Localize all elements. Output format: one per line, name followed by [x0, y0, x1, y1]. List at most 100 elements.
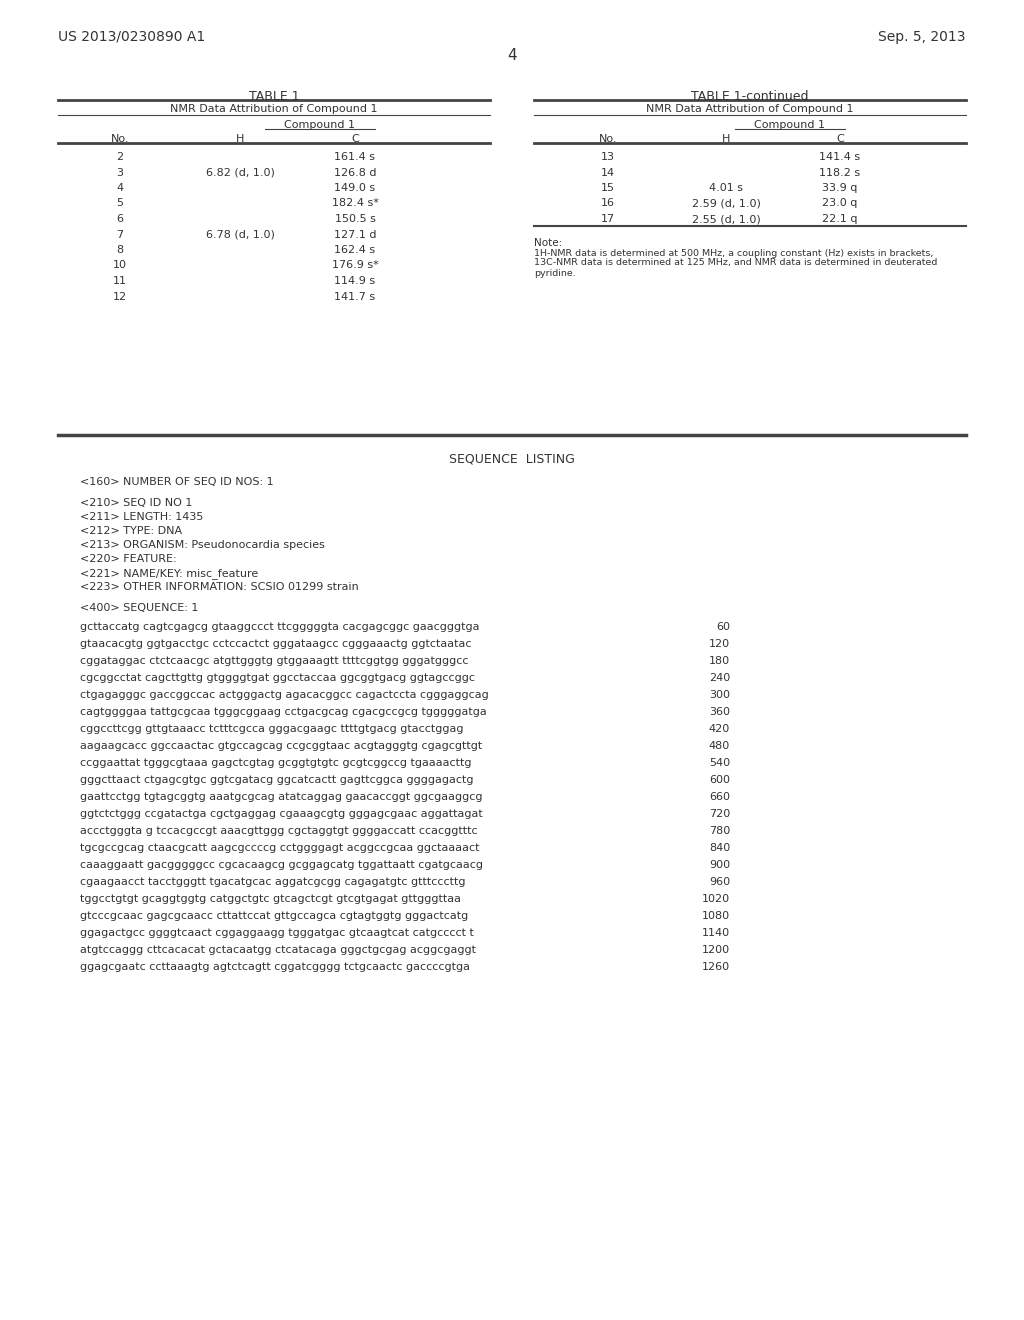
Text: 1260: 1260 — [701, 962, 730, 972]
Text: 182.4 s*: 182.4 s* — [332, 198, 379, 209]
Text: 900: 900 — [709, 861, 730, 870]
Text: 6.78 (d, 1.0): 6.78 (d, 1.0) — [206, 230, 274, 239]
Text: 2.59 (d, 1.0): 2.59 (d, 1.0) — [691, 198, 761, 209]
Text: 1140: 1140 — [701, 928, 730, 939]
Text: 14: 14 — [601, 168, 615, 177]
Text: cggataggac ctctcaacgc atgttgggtg gtggaaagtt ttttcggtgg gggatgggcc: cggataggac ctctcaacgc atgttgggtg gtggaaa… — [80, 656, 469, 667]
Text: tggcctgtgt gcaggtggtg catggctgtc gtcagctcgt gtcgtgagat gttgggttaa: tggcctgtgt gcaggtggtg catggctgtc gtcagct… — [80, 894, 461, 904]
Text: 8: 8 — [117, 246, 124, 255]
Text: 3: 3 — [117, 168, 124, 177]
Text: H: H — [236, 135, 244, 144]
Text: 23.0 q: 23.0 q — [822, 198, 858, 209]
Text: ggtctctggg ccgatactga cgctgaggag cgaaagcgtg gggagcgaac aggattagat: ggtctctggg ccgatactga cgctgaggag cgaaagc… — [80, 809, 482, 818]
Text: No.: No. — [599, 135, 617, 144]
Text: 149.0 s: 149.0 s — [335, 183, 376, 193]
Text: <220> FEATURE:: <220> FEATURE: — [80, 554, 176, 564]
Text: Sep. 5, 2013: Sep. 5, 2013 — [879, 30, 966, 44]
Text: 720: 720 — [709, 809, 730, 818]
Text: 150.5 s: 150.5 s — [335, 214, 376, 224]
Text: 180: 180 — [709, 656, 730, 667]
Text: 60: 60 — [716, 622, 730, 632]
Text: TABLE 1-continued: TABLE 1-continued — [691, 90, 809, 103]
Text: 780: 780 — [709, 826, 730, 836]
Text: <400> SEQUENCE: 1: <400> SEQUENCE: 1 — [80, 603, 199, 612]
Text: ggagcgaatc ccttaaagtg agtctcagtt cggatcgggg tctgcaactc gaccccgtga: ggagcgaatc ccttaaagtg agtctcagtt cggatcg… — [80, 962, 470, 972]
Text: C: C — [351, 135, 358, 144]
Text: 1H-NMR data is determined at 500 MHz, a coupling constant (Hz) exists in bracket: 1H-NMR data is determined at 500 MHz, a … — [534, 248, 933, 257]
Text: gggcttaact ctgagcgtgc ggtcgatacg ggcatcactt gagttcggca ggggagactg: gggcttaact ctgagcgtgc ggtcgatacg ggcatca… — [80, 775, 473, 785]
Text: pyridine.: pyridine. — [534, 268, 575, 277]
Text: 33.9 q: 33.9 q — [822, 183, 858, 193]
Text: 22.1 q: 22.1 q — [822, 214, 858, 224]
Text: 300: 300 — [709, 690, 730, 700]
Text: 600: 600 — [709, 775, 730, 785]
Text: 13C-NMR data is determined at 125 MHz, and NMR data is determined in deuterated: 13C-NMR data is determined at 125 MHz, a… — [534, 259, 937, 268]
Text: 5: 5 — [117, 198, 124, 209]
Text: 118.2 s: 118.2 s — [819, 168, 860, 177]
Text: 114.9 s: 114.9 s — [335, 276, 376, 286]
Text: ggagactgcc ggggtcaact cggaggaagg tgggatgac gtcaagtcat catgcccct t: ggagactgcc ggggtcaact cggaggaagg tgggatg… — [80, 928, 474, 939]
Text: 141.4 s: 141.4 s — [819, 152, 860, 162]
Text: 12: 12 — [113, 292, 127, 301]
Text: aagaagcacc ggccaactac gtgccagcag ccgcggtaac acgtagggtg cgagcgttgt: aagaagcacc ggccaactac gtgccagcag ccgcggt… — [80, 741, 482, 751]
Text: 1020: 1020 — [701, 894, 730, 904]
Text: <210> SEQ ID NO 1: <210> SEQ ID NO 1 — [80, 498, 193, 508]
Text: 540: 540 — [709, 758, 730, 768]
Text: 660: 660 — [709, 792, 730, 803]
Text: cgaagaacct tacctgggtt tgacatgcac aggatcgcgg cagagatgtc gtttcccttg: cgaagaacct tacctgggtt tgacatgcac aggatcg… — [80, 876, 466, 887]
Text: gaattcctgg tgtagcggtg aaatgcgcag atatcaggag gaacaccggt ggcgaaggcg: gaattcctgg tgtagcggtg aaatgcgcag atatcag… — [80, 792, 482, 803]
Text: accctgggta g tccacgccgt aaacgttggg cgctaggtgt ggggaccatt ccacggtttc: accctgggta g tccacgccgt aaacgttggg cgcta… — [80, 826, 477, 836]
Text: 120: 120 — [709, 639, 730, 649]
Text: gcttaccatg cagtcgagcg gtaaggccct ttcgggggta cacgagcggc gaacgggtga: gcttaccatg cagtcgagcg gtaaggccct ttcgggg… — [80, 622, 479, 632]
Text: 420: 420 — [709, 723, 730, 734]
Text: ccggaattat tgggcgtaaa gagctcgtag gcggtgtgtc gcgtcggccg tgaaaacttg: ccggaattat tgggcgtaaa gagctcgtag gcggtgt… — [80, 758, 471, 768]
Text: 840: 840 — [709, 843, 730, 853]
Text: 16: 16 — [601, 198, 615, 209]
Text: 127.1 d: 127.1 d — [334, 230, 376, 239]
Text: <160> NUMBER OF SEQ ID NOS: 1: <160> NUMBER OF SEQ ID NOS: 1 — [80, 477, 273, 487]
Text: 4.01 s: 4.01 s — [709, 183, 743, 193]
Text: 4: 4 — [117, 183, 124, 193]
Text: <211> LENGTH: 1435: <211> LENGTH: 1435 — [80, 512, 204, 521]
Text: ctgagagggc gaccggccac actgggactg agacacggcc cagactccta cgggaggcag: ctgagagggc gaccggccac actgggactg agacacg… — [80, 690, 488, 700]
Text: 6: 6 — [117, 214, 124, 224]
Text: TABLE 1: TABLE 1 — [249, 90, 299, 103]
Text: NMR Data Attribution of Compound 1: NMR Data Attribution of Compound 1 — [646, 104, 854, 114]
Text: SEQUENCE  LISTING: SEQUENCE LISTING — [450, 453, 574, 466]
Text: gtaacacgtg ggtgacctgc cctccactct gggataagcc cgggaaactg ggtctaatac: gtaacacgtg ggtgacctgc cctccactct gggataa… — [80, 639, 471, 649]
Text: gtcccgcaac gagcgcaacc cttattccat gttgccagca cgtagtggtg gggactcatg: gtcccgcaac gagcgcaacc cttattccat gttgcca… — [80, 911, 468, 921]
Text: <213> ORGANISM: Pseudonocardia species: <213> ORGANISM: Pseudonocardia species — [80, 540, 325, 550]
Text: cgcggcctat cagcttgttg gtggggtgat ggcctaccaa ggcggtgacg ggtagccggc: cgcggcctat cagcttgttg gtggggtgat ggcctac… — [80, 673, 475, 682]
Text: <223> OTHER INFORMATION: SCSIO 01299 strain: <223> OTHER INFORMATION: SCSIO 01299 str… — [80, 582, 358, 591]
Text: 15: 15 — [601, 183, 615, 193]
Text: 161.4 s: 161.4 s — [335, 152, 376, 162]
Text: US 2013/0230890 A1: US 2013/0230890 A1 — [58, 30, 205, 44]
Text: Note:: Note: — [534, 238, 562, 248]
Text: 126.8 d: 126.8 d — [334, 168, 376, 177]
Text: 6.82 (d, 1.0): 6.82 (d, 1.0) — [206, 168, 274, 177]
Text: 2: 2 — [117, 152, 124, 162]
Text: 4: 4 — [507, 48, 517, 63]
Text: Compound 1: Compound 1 — [755, 120, 825, 129]
Text: No.: No. — [111, 135, 129, 144]
Text: 17: 17 — [601, 214, 615, 224]
Text: cggccttcgg gttgtaaacc tctttcgcca gggacgaagc ttttgtgacg gtacctggag: cggccttcgg gttgtaaacc tctttcgcca gggacga… — [80, 723, 464, 734]
Text: 1080: 1080 — [701, 911, 730, 921]
Text: 10: 10 — [113, 260, 127, 271]
Text: <221> NAME/KEY: misc_feature: <221> NAME/KEY: misc_feature — [80, 568, 258, 579]
Text: 240: 240 — [709, 673, 730, 682]
Text: 11: 11 — [113, 276, 127, 286]
Text: 480: 480 — [709, 741, 730, 751]
Text: cagtggggaa tattgcgcaa tgggcggaag cctgacgcag cgacgccgcg tgggggatga: cagtggggaa tattgcgcaa tgggcggaag cctgacg… — [80, 708, 486, 717]
Text: 162.4 s: 162.4 s — [335, 246, 376, 255]
Text: C: C — [837, 135, 844, 144]
Text: 7: 7 — [117, 230, 124, 239]
Text: 960: 960 — [709, 876, 730, 887]
Text: atgtccaggg cttcacacat gctacaatgg ctcatacaga gggctgcgag acggcgaggt: atgtccaggg cttcacacat gctacaatgg ctcatac… — [80, 945, 476, 954]
Text: 2.55 (d, 1.0): 2.55 (d, 1.0) — [691, 214, 761, 224]
Text: tgcgccgcag ctaacgcatt aagcgccccg cctggggagt acggccgcaa ggctaaaact: tgcgccgcag ctaacgcatt aagcgccccg cctgggg… — [80, 843, 479, 853]
Text: 1200: 1200 — [701, 945, 730, 954]
Text: <212> TYPE: DNA: <212> TYPE: DNA — [80, 525, 182, 536]
Text: 360: 360 — [709, 708, 730, 717]
Text: 141.7 s: 141.7 s — [335, 292, 376, 301]
